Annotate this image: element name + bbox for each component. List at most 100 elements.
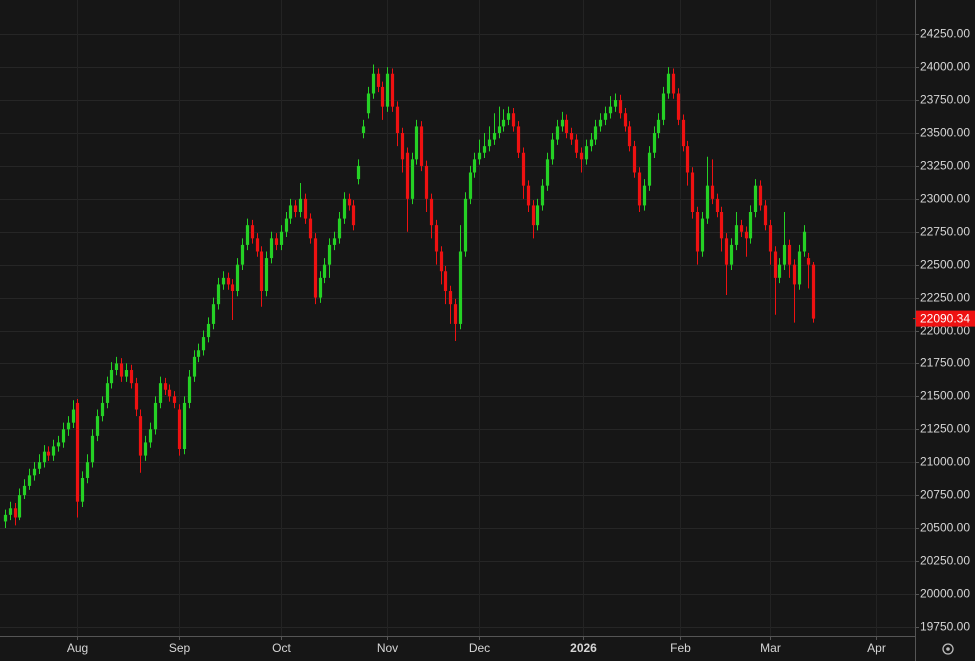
candle-body [627,126,632,147]
candle-body [744,231,749,239]
settings-icon-center[interactable] [946,647,950,651]
candle-body [134,383,139,410]
candle-body [22,485,27,496]
candle-body [143,442,148,456]
candle-body [802,231,807,252]
candle-body [32,468,37,476]
candle-body [690,172,695,212]
candle-body [700,218,705,252]
candle-body [579,152,584,160]
candle-body [516,126,521,153]
candle-body [434,225,439,252]
candle-body [71,409,76,423]
y-tick-label: 21250.00 [920,422,970,436]
y-tick-label: 22000.00 [920,324,970,338]
x-tick-label: Feb [670,641,691,655]
candle-body [100,402,105,417]
candle-body [550,139,555,160]
candle-body [632,146,637,173]
candle-body [574,139,579,153]
candle-body [652,132,657,153]
candle-body [797,251,802,285]
candle-body [477,152,482,160]
candle-body [685,146,690,173]
candle-body [439,251,444,272]
candle-body [153,402,158,430]
candle-body [371,73,376,94]
candle-body [564,119,569,133]
candle-body [347,198,352,206]
candle-body [395,106,400,133]
axes: 19750.00 20000.00 20250.00 20500.00 20750.00… [67,27,975,655]
candle-body [448,291,453,305]
candle-body [124,370,129,377]
candle-body [255,238,260,252]
y-tick-label: 19750.00 [920,620,970,634]
y-tick-label: 21750.00 [920,356,970,370]
candle-body [17,495,22,518]
y-tick-label: 20250.00 [920,554,970,568]
candle-body [13,508,18,518]
candle-body [90,435,95,463]
candle-body [526,185,531,206]
candle-body [211,304,216,324]
candle-body [298,198,303,212]
candle-body [27,475,32,486]
candle-body [671,73,676,94]
candle-body [753,185,758,212]
candle-body [521,152,526,186]
candle-body [531,205,536,226]
candle-body [506,113,511,120]
candle-body [361,126,366,133]
candle-body [3,514,8,522]
candle-body [129,370,134,384]
candle-body [201,337,206,351]
candle-body [729,244,734,265]
x-tick-label: Oct [272,641,291,655]
settings-icon[interactable] [942,643,954,655]
candle-body [351,205,356,226]
candle-body [196,350,201,357]
candle-body [681,119,686,147]
x-tick-label: Apr [867,641,886,655]
candle-body [119,363,124,377]
candle-body [318,277,323,298]
candle-body [390,73,395,107]
settings-button[interactable] [942,643,954,655]
candle-body [342,198,347,219]
candle-body [661,93,666,120]
candle-body [167,389,172,397]
candle-body [545,159,550,186]
candle-body [240,244,245,265]
y-tick-label: 23500.00 [920,126,970,140]
candle-body [95,416,100,436]
candle-body [216,284,221,305]
candle-body [613,100,618,107]
x-tick-label: 2026 [570,641,597,655]
candle-body [429,198,434,226]
candle-body [46,451,51,456]
candle-body [288,205,293,219]
candle-body [337,218,342,239]
candle-body [61,429,66,443]
candle-body [419,126,424,166]
candle-body [637,172,642,206]
candle-body [763,205,768,226]
candle-body [163,383,168,390]
candle-body [187,376,192,403]
last-price-label: 22090.34 [920,311,970,325]
candle-body [768,225,773,252]
candle-body [114,363,119,371]
grid [0,0,915,636]
candle-body [647,152,652,186]
candle-body [811,264,816,319]
candle-body [598,119,603,127]
candle-body [705,185,710,219]
candle-body [695,212,700,252]
candle-body [724,238,729,265]
candle-body [777,264,782,278]
candle-body [453,304,458,324]
candles [3,64,816,529]
